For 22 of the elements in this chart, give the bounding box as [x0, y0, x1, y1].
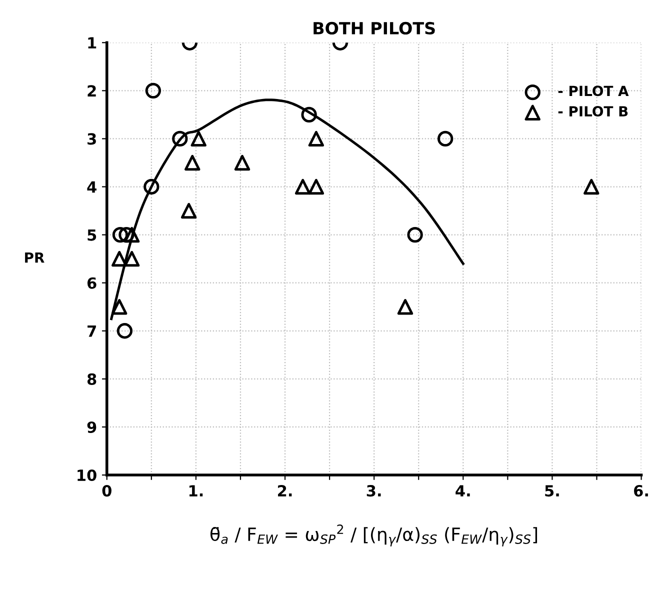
y-tick-label: 9 [87, 421, 96, 433]
legend-label: - PILOT B [558, 106, 628, 117]
y-tick-label: 5 [88, 229, 96, 241]
x-tick-label: 1. [189, 485, 203, 496]
y-tick-label: 1 [88, 37, 96, 48]
text: θ̈$_{a}$ / F$_{EW}$ = ω$_{SP}$$^{2}$ / [(η$_{γ}$/α)$_{SS}$ (F$_{EW}$/η$_{γ}$)$_{SS}$] [210, 524, 538, 546]
y-tick-label: 8 [87, 373, 96, 385]
chart-title: BOTH PILOTS [314, 22, 435, 35]
x-tick-label: 2. [278, 485, 292, 496]
x-tick-label: 6. [634, 485, 648, 497]
y-axis-title: PR [25, 252, 44, 263]
y-tick-label: 7 [88, 326, 96, 337]
y-tick-label: 3 [88, 133, 96, 145]
x-tick-label: 5. [545, 485, 559, 497]
y-tick-label: 10 [78, 469, 96, 482]
y-tick-label: 2 [88, 85, 96, 96]
x-tick-label: 0 [102, 485, 112, 497]
y-tick-label: 4 [87, 181, 96, 193]
x-tick-label: 4. [456, 485, 470, 496]
y-tick-label: 6 [87, 277, 96, 289]
legend-label: - PILOT A [558, 86, 629, 96]
x-tick-label: 3. [366, 485, 381, 497]
